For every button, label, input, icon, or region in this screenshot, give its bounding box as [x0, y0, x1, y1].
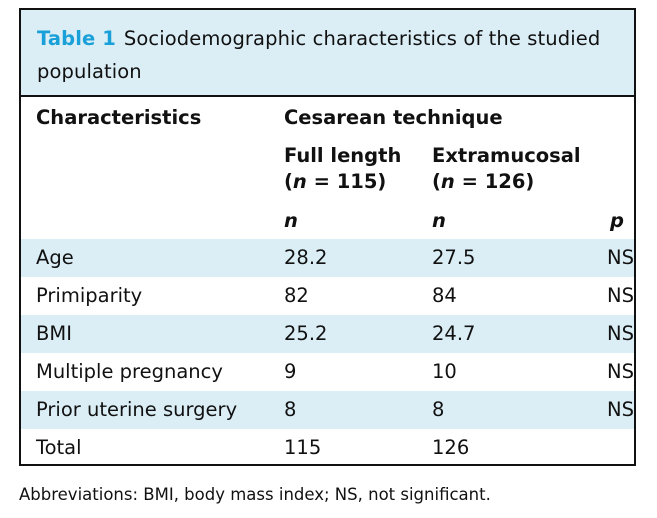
row-p: NS: [607, 398, 634, 421]
table-caption: Table 1 Sociodemographic characteristics …: [21, 10, 634, 97]
row-extramucosal: 10: [432, 360, 457, 383]
row-label: Multiple pregnancy: [36, 360, 223, 383]
row-full-length: 25.2: [284, 322, 328, 345]
table-row: Multiple pregnancy 9 10 NS: [21, 353, 634, 391]
header-cesarean-technique: Cesarean technique: [284, 106, 503, 129]
row-p: NS: [607, 322, 634, 345]
row-extramucosal: 84: [432, 284, 457, 307]
footnote: Abbreviations: BMI, body mass index; NS,…: [19, 485, 491, 504]
row-full-length: 28.2: [284, 246, 328, 269]
header-full-length-n: (n = 115): [284, 170, 387, 193]
table-label: Table 1: [37, 27, 116, 50]
row-p: NS: [607, 360, 634, 383]
row-full-length: 82: [284, 284, 309, 307]
row-extramucosal: 8: [432, 398, 445, 421]
subheader-n-extra: n: [432, 209, 446, 232]
table-row: Primiparity 82 84 NS: [21, 277, 634, 315]
table-row: BMI 25.2 24.7 NS: [21, 315, 634, 353]
row-label: BMI: [36, 322, 72, 345]
table-frame: Table 1 Sociodemographic characteristics …: [19, 8, 636, 466]
row-extramucosal: 24.7: [432, 322, 476, 345]
row-extramucosal: 126: [432, 436, 470, 459]
header-characteristics: Characteristics: [36, 106, 202, 129]
row-label: Prior uterine surgery: [36, 398, 238, 421]
row-full-length: 8: [284, 398, 297, 421]
table-row-total: Total 115 126: [21, 429, 634, 467]
row-p: NS: [607, 284, 634, 307]
row-label: Primiparity: [36, 284, 143, 307]
table-row: Prior uterine surgery 8 8 NS: [21, 391, 634, 429]
row-full-length: 9: [284, 360, 297, 383]
subheader-n-full: n: [284, 209, 298, 232]
caption-text: Sociodemographic characteristics of the …: [37, 27, 601, 83]
subheader-p: p: [610, 209, 624, 232]
row-label: Age: [36, 246, 74, 269]
header-extramucosal-n: (n = 126): [432, 170, 535, 193]
row-p: NS: [607, 246, 634, 269]
table-row: Age 28.2 27.5 NS: [21, 239, 634, 277]
header-extramucosal: Extramucosal: [432, 144, 581, 167]
row-full-length: 115: [284, 436, 322, 459]
header-full-length: Full length: [284, 144, 402, 167]
row-label: Total: [36, 436, 82, 459]
row-extramucosal: 27.5: [432, 246, 476, 269]
